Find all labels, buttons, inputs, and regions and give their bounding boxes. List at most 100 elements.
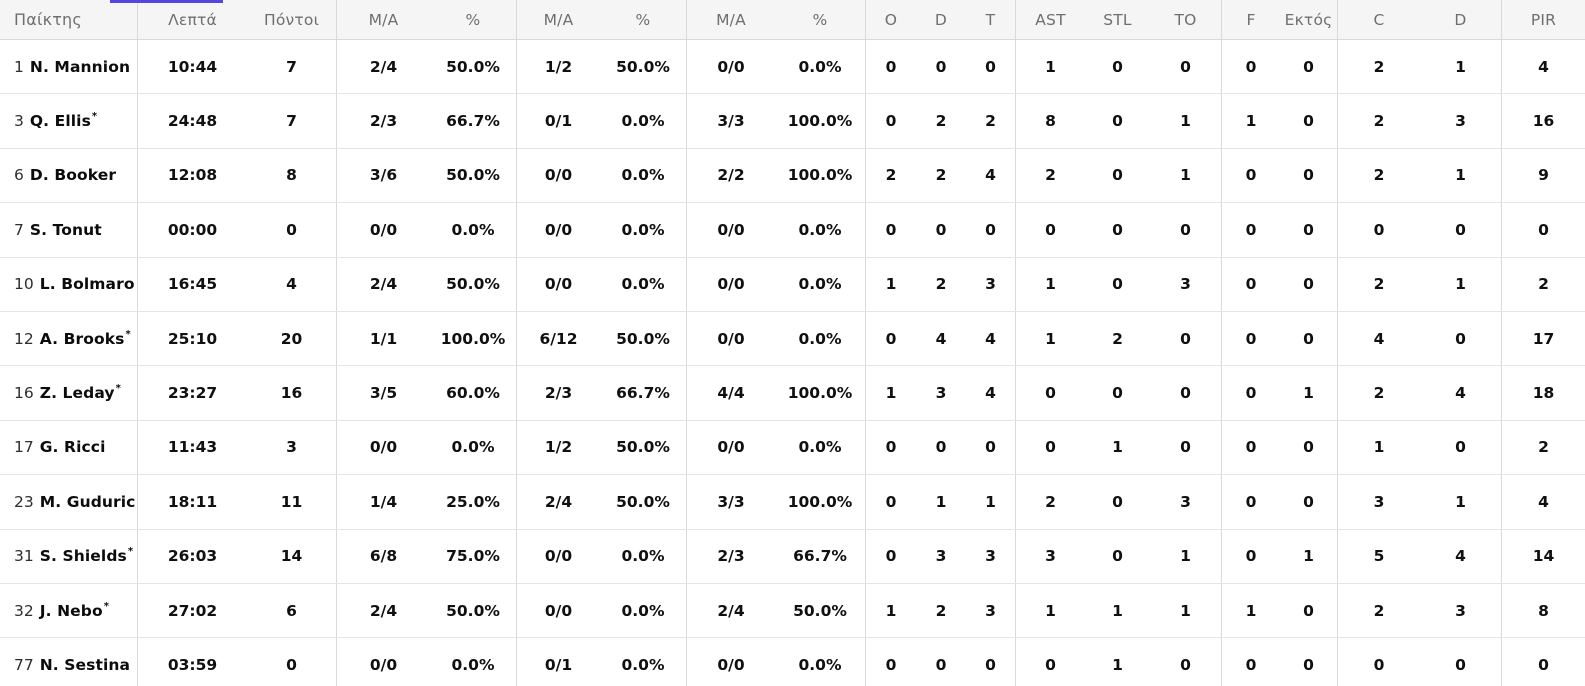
header-3pt-ma: Μ/Α — [543, 10, 574, 29]
stat-minutes: 10:44 — [167, 57, 218, 76]
stat-3pt-pct: 0.0% — [600, 257, 687, 311]
stat-points: 8 — [247, 148, 337, 203]
stat-reb-off: 1 — [885, 384, 897, 403]
player-name-link[interactable]: A. Brooks* — [39, 328, 131, 348]
player-name-link[interactable]: M. Guduric — [39, 492, 136, 511]
stat-reb-total: 4 — [966, 366, 1016, 420]
stat-reb-off: 0 — [885, 438, 897, 457]
stat-fouls: 0 — [1245, 384, 1257, 403]
stat-minutes: 24:48 — [167, 112, 218, 131]
stat-reb-off: 2 — [885, 166, 897, 185]
stat-ft-pct: 0.0% — [775, 311, 866, 366]
stat-minutes: 26:03 — [167, 547, 218, 566]
stat-2pt-ma: 0/0 — [369, 220, 398, 239]
player-jersey-number: 3 — [14, 112, 24, 131]
header-fouls: F — [1246, 10, 1256, 29]
stat-2pt-ma: 2/4 — [369, 601, 398, 620]
stat-ft-ma: 2/4 — [717, 601, 745, 620]
stat-assists: 0 — [1045, 655, 1056, 674]
stat-c: 3 — [1373, 492, 1385, 511]
player-name-link[interactable]: S. Shields* — [39, 546, 134, 566]
header-player: Παίκτης — [0, 0, 138, 39]
player-row: 10 L. Bolmaro 16:45 4 2/4 50.0% 0/0 0.0%… — [0, 257, 1585, 312]
stat-ft-pct: 0.0% — [775, 638, 866, 686]
stat-3pt-ma: 0/0 — [544, 601, 573, 620]
player-name-link[interactable]: Z. Leday* — [39, 383, 121, 403]
player-jersey-number: 1 — [14, 57, 24, 76]
stat-d: 4 — [1420, 366, 1502, 420]
stat-reb-def: 0 — [935, 57, 947, 76]
player-name-link[interactable]: J. Nebo* — [39, 600, 110, 620]
stat-fouls: 0 — [1245, 655, 1257, 674]
player-name-link[interactable]: G. Ricci — [39, 438, 106, 457]
stat-2pt-ma: 0/0 — [369, 438, 398, 457]
stat-turnovers: 0 — [1150, 420, 1222, 475]
player-row: 16 Z. Leday* 23:27 16 3/5 60.0% 2/3 66.7… — [0, 366, 1585, 421]
stat-ft-pct: 100.0% — [775, 366, 866, 420]
stat-pir: 16 — [1532, 112, 1555, 131]
stat-fouls: 1 — [1245, 601, 1257, 620]
header-ft-pct: % — [775, 0, 866, 39]
stat-3pt-pct: 0.0% — [600, 203, 687, 257]
stat-fouls: 0 — [1245, 547, 1257, 566]
stat-c: 5 — [1373, 547, 1385, 566]
player-jersey-number: 23 — [14, 492, 34, 511]
stat-ft-pct: 100.0% — [775, 94, 866, 148]
starter-mark: * — [115, 383, 121, 395]
stat-assists: 1 — [1045, 601, 1056, 620]
player-name-link[interactable]: N. Mannion — [29, 57, 131, 76]
stat-ft-pct: 0.0% — [775, 40, 866, 94]
stat-ektos: 0 — [1280, 638, 1338, 686]
stat-2pt-ma: 1/4 — [369, 492, 398, 511]
stat-2pt-pct: 66.7% — [430, 94, 517, 148]
stat-fouls: 0 — [1245, 275, 1257, 294]
stat-points: 7 — [247, 94, 337, 148]
player-jersey-number: 77 — [14, 655, 34, 674]
player-name-link[interactable]: S. Tonut — [29, 220, 102, 239]
player-name-link[interactable]: D. Booker — [29, 166, 117, 185]
player-name-link[interactable]: N. Sestina — [39, 655, 131, 674]
header-points: Πόντοι — [247, 0, 337, 39]
stat-turnovers: 3 — [1150, 475, 1222, 529]
stat-pir: 9 — [1538, 166, 1549, 185]
stat-fouls: 0 — [1245, 166, 1257, 185]
player-jersey-number: 7 — [14, 220, 24, 239]
stat-steals: 0 — [1112, 384, 1123, 403]
stat-turnovers: 0 — [1150, 40, 1222, 94]
stat-reb-total: 0 — [966, 638, 1016, 686]
stat-ektos: 0 — [1280, 94, 1338, 148]
stat-ft-pct: 66.7% — [775, 529, 866, 583]
stat-pir: 17 — [1532, 329, 1555, 348]
stat-points: 0 — [247, 203, 337, 257]
stat-pir: 0 — [1538, 655, 1549, 674]
stat-assists: 1 — [1045, 329, 1056, 348]
stat-reb-off: 0 — [885, 655, 897, 674]
stat-turnovers: 1 — [1150, 583, 1222, 638]
header-reb-off: O — [884, 10, 898, 29]
stat-points: 11 — [247, 475, 337, 529]
player-name-link[interactable]: Q. Ellis* — [29, 111, 98, 131]
stat-reb-off: 1 — [885, 601, 897, 620]
player-row: 12 A. Brooks* 25:10 20 1/1 100.0% 6/12 5… — [0, 311, 1585, 367]
table-header: Παίκτης Λεπτά Πόντοι Μ/Α % Μ/Α % Μ/Α % O… — [0, 0, 1585, 40]
player-jersey-number: 10 — [14, 275, 34, 294]
stat-steals: 0 — [1112, 547, 1123, 566]
stat-points: 3 — [247, 420, 337, 475]
player-cell: 77 N. Sestina — [0, 638, 138, 686]
stat-3pt-pct: 0.0% — [600, 148, 687, 203]
stat-pir: 2 — [1538, 275, 1549, 294]
active-tab-indicator — [110, 0, 223, 3]
player-name-link[interactable]: L. Bolmaro — [39, 275, 135, 294]
stat-ft-pct: 100.0% — [775, 148, 866, 203]
stat-c: 2 — [1373, 112, 1385, 131]
stat-minutes: 11:43 — [167, 438, 218, 457]
stat-reb-total: 3 — [966, 529, 1016, 583]
stat-2pt-pct: 60.0% — [430, 366, 517, 420]
stat-reb-def: 0 — [935, 655, 947, 674]
header-ektos: Εκτός — [1280, 0, 1338, 39]
stat-d: 0 — [1420, 203, 1502, 257]
stat-ft-ma: 3/3 — [717, 492, 745, 511]
stat-fouls: 0 — [1245, 329, 1257, 348]
stat-ft-pct: 0.0% — [775, 257, 866, 311]
header-3pt-pct: % — [600, 0, 687, 39]
